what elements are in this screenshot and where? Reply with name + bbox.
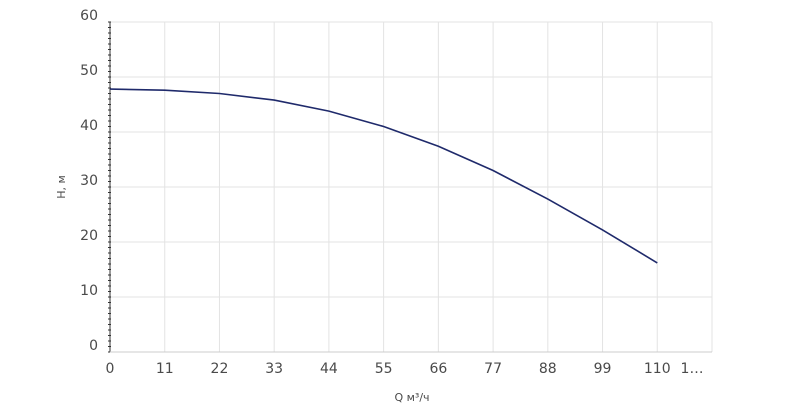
x-tick-label: 33 xyxy=(265,361,283,377)
x-tick-label: 55 xyxy=(375,361,393,377)
y-tick-label: 0 xyxy=(89,338,98,354)
y-axis-label: H, м xyxy=(55,175,68,199)
y-tick-label: 20 xyxy=(80,228,98,244)
line-series xyxy=(109,88,658,264)
y-tick-label: 60 xyxy=(80,8,98,24)
x-tick-label: 11 xyxy=(156,361,174,377)
y-tick-label: 50 xyxy=(80,63,98,79)
x-tick-label: 1… xyxy=(681,361,704,377)
x-tick-label: 77 xyxy=(484,361,502,377)
x-axis-label: Q м³/ч xyxy=(394,391,429,404)
x-tick-label: 66 xyxy=(429,361,447,377)
x-tick-label: 22 xyxy=(211,361,229,377)
x-tick-label: 0 xyxy=(106,361,115,377)
x-tick-label: 110 xyxy=(644,361,671,377)
x-tick-label: 88 xyxy=(539,361,557,377)
x-tick-label: 99 xyxy=(594,361,612,377)
y-tick-label: 30 xyxy=(80,173,98,189)
x-tick-label: 44 xyxy=(320,361,338,377)
y-tick-label: 10 xyxy=(80,283,98,299)
y-tick-label: 40 xyxy=(80,118,98,134)
